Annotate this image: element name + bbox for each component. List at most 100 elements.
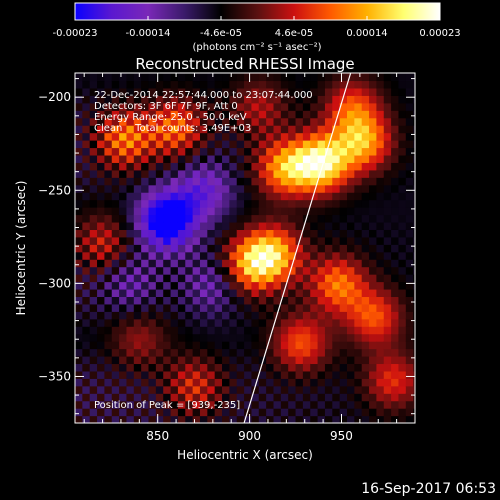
heatmap-cell [148, 117, 157, 126]
heatmap-cell [244, 184, 253, 193]
heatmap-cell [89, 87, 98, 96]
heatmap-cell [383, 385, 392, 394]
heatmap-cell [354, 251, 363, 260]
heatmap-cell [295, 355, 304, 365]
heatmap-cell [302, 274, 311, 283]
heatmap-cell [192, 140, 201, 149]
heatmap-cell [222, 363, 230, 372]
heatmap-cell [413, 363, 415, 372]
heatmap-cell [170, 385, 179, 394]
heatmap-cell [126, 318, 135, 327]
heatmap-cell [222, 415, 230, 423]
heatmap-cell [332, 370, 341, 379]
heatmap-cell [413, 408, 415, 417]
heatmap-cell [104, 199, 113, 208]
heatmap-cell [339, 154, 348, 163]
heatmap-cell [354, 244, 363, 253]
heatmap-cell [376, 326, 385, 335]
heatmap-cell [199, 355, 208, 365]
heatmap-cell [376, 162, 385, 171]
heatmap-cell [75, 162, 83, 171]
heatmap-cell [376, 199, 385, 208]
heatmap-cell [391, 259, 400, 268]
heatmap-cell [251, 87, 260, 96]
heatmap-cell [89, 378, 98, 387]
heatmap-cell [185, 296, 194, 305]
heatmap-cell [310, 378, 319, 387]
heatmap-cell [177, 408, 186, 417]
heatmap-cell [75, 333, 83, 342]
heatmap-cell [391, 207, 400, 216]
heatmap-cell [236, 348, 245, 357]
heatmap-cell [391, 251, 400, 260]
heatmap-cell [258, 259, 267, 268]
heatmap-cell [280, 154, 289, 163]
heatmap-cell [163, 162, 172, 171]
heatmap-cell [295, 378, 304, 387]
heatmap-cells [75, 73, 415, 423]
heatmap-cell [251, 408, 260, 417]
heatmap-cell [369, 87, 377, 96]
heatmap-cell [119, 378, 128, 387]
heatmap-cell [236, 110, 245, 119]
heatmap-cell [111, 408, 120, 417]
heatmap-cell [280, 95, 289, 104]
heatmap-cell [75, 117, 83, 126]
heatmap-cell [133, 408, 142, 417]
heatmap-cell [332, 110, 341, 119]
heatmap-cell [266, 288, 275, 298]
heatmap-cell [126, 95, 135, 104]
heatmap-cell [207, 348, 216, 357]
heatmap-cell [288, 408, 297, 417]
heatmap-cell [295, 303, 304, 312]
heatmap-cell [111, 199, 120, 208]
heatmap-cell [104, 147, 113, 156]
heatmap-cell [405, 140, 414, 149]
heatmap-cell [119, 125, 128, 134]
heatmap-cell [177, 303, 186, 312]
heatmap-cell [288, 154, 297, 163]
heatmap-cell [347, 415, 355, 423]
heatmap-cell [244, 318, 253, 327]
heatmap-cell [258, 192, 267, 201]
heatmap-cell [339, 318, 348, 327]
heatmap-cell [163, 102, 172, 111]
heatmap-cell [244, 370, 253, 379]
heatmap-cell [214, 341, 223, 350]
heatmap-cell [148, 207, 157, 216]
heatmap-cell [369, 378, 377, 387]
heatmap-cell [141, 378, 150, 387]
heatmap-cell [111, 140, 120, 149]
heatmap-cell [317, 147, 326, 156]
heatmap-cell [192, 117, 201, 126]
heatmap-cell [236, 333, 245, 342]
heatmap-cell [391, 102, 400, 111]
heatmap-cell [222, 117, 230, 126]
heatmap-cell [383, 110, 392, 119]
heatmap-cell [354, 87, 363, 96]
heatmap-cell [111, 214, 120, 223]
heatmap-cell [119, 266, 128, 275]
heatmap-cell [141, 326, 150, 335]
heatmap-cell [251, 266, 260, 275]
heatmap-cell [369, 251, 377, 260]
heatmap-cell [288, 341, 297, 350]
heatmap-cell [207, 95, 216, 104]
heatmap-cell [251, 296, 260, 305]
heatmap-cell [185, 348, 194, 357]
heatmap-cell [89, 408, 98, 417]
heatmap-cell [398, 244, 407, 253]
heatmap-cell [244, 281, 253, 290]
heatmap-cell [148, 192, 157, 201]
heatmap-cell [317, 162, 326, 171]
heatmap-cell [199, 95, 208, 104]
heatmap-cell [75, 214, 83, 223]
heatmap-cell [155, 266, 164, 275]
heatmap-cell [97, 266, 105, 275]
heatmap-cell [347, 378, 355, 387]
heatmap-cell [391, 326, 400, 335]
heatmap-cell [214, 169, 223, 178]
heatmap-cell [280, 140, 289, 149]
heatmap-cell [119, 259, 128, 268]
heatmap-cell [185, 370, 194, 379]
